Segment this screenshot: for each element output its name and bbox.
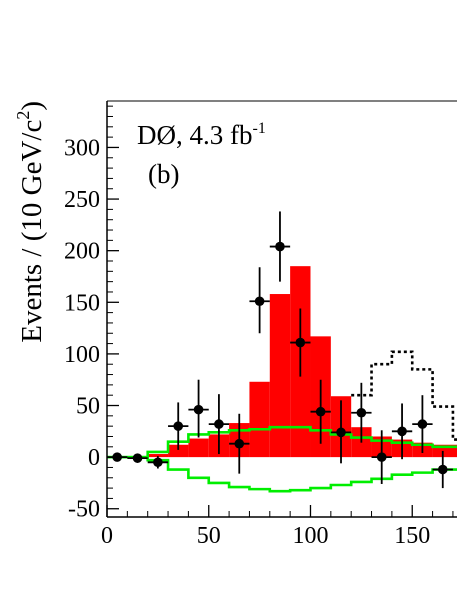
y-axis-title: Events / (10 GeV/c2) xyxy=(13,101,48,343)
annotation-main-text: DØ, 4.3 fb xyxy=(137,120,253,150)
annotation-superscript: -1 xyxy=(253,120,266,137)
data-point xyxy=(417,419,428,429)
x-tick-label: 50 xyxy=(197,523,221,549)
histogram-bar xyxy=(249,381,270,458)
histogram-bar xyxy=(168,444,189,458)
series-layer xyxy=(107,211,457,493)
y-axis-title-close: ) xyxy=(16,101,48,111)
y-axis-title-superscript: 2 xyxy=(13,111,33,120)
data-point xyxy=(173,421,184,431)
histogram-bar xyxy=(147,454,169,458)
x-tick-label: 0 xyxy=(101,523,113,549)
data-point xyxy=(132,453,143,463)
data-point xyxy=(234,438,245,449)
data-point xyxy=(214,419,224,429)
y-axis-title-main: Events / (10 GeV/c xyxy=(16,120,48,343)
data-point xyxy=(275,241,285,252)
y-tick-label: 100 xyxy=(64,342,100,368)
panel-label: (b) xyxy=(148,159,179,189)
annotation-main: DØ, 4.3 fb-1 xyxy=(137,120,266,150)
green-step-line-series xyxy=(107,425,457,459)
data-point xyxy=(295,337,306,348)
green-step-line-series xyxy=(107,455,457,493)
data-point xyxy=(397,426,407,437)
data-point xyxy=(254,296,265,307)
y-tick-label: 300 xyxy=(64,135,100,161)
x-tick-label: 150 xyxy=(394,523,430,549)
data-point xyxy=(356,407,367,418)
data-point xyxy=(193,404,204,415)
data-point xyxy=(437,464,448,475)
data-point xyxy=(153,457,163,468)
y-tick-label: 150 xyxy=(64,290,100,316)
y-tick-label: -50 xyxy=(68,497,100,523)
y-tick-label: 200 xyxy=(64,239,100,265)
dotted-step-line-series xyxy=(351,350,457,441)
x-tick-label: 100 xyxy=(292,523,328,549)
data-point xyxy=(376,452,387,462)
y-tick-label: 0 xyxy=(88,445,100,471)
histogram-bar xyxy=(188,438,209,458)
y-tick-label: 250 xyxy=(64,187,100,213)
data-point xyxy=(336,427,346,438)
histogram-bar xyxy=(269,294,291,458)
y-tick-label: 50 xyxy=(76,394,100,420)
data-point xyxy=(315,406,326,417)
